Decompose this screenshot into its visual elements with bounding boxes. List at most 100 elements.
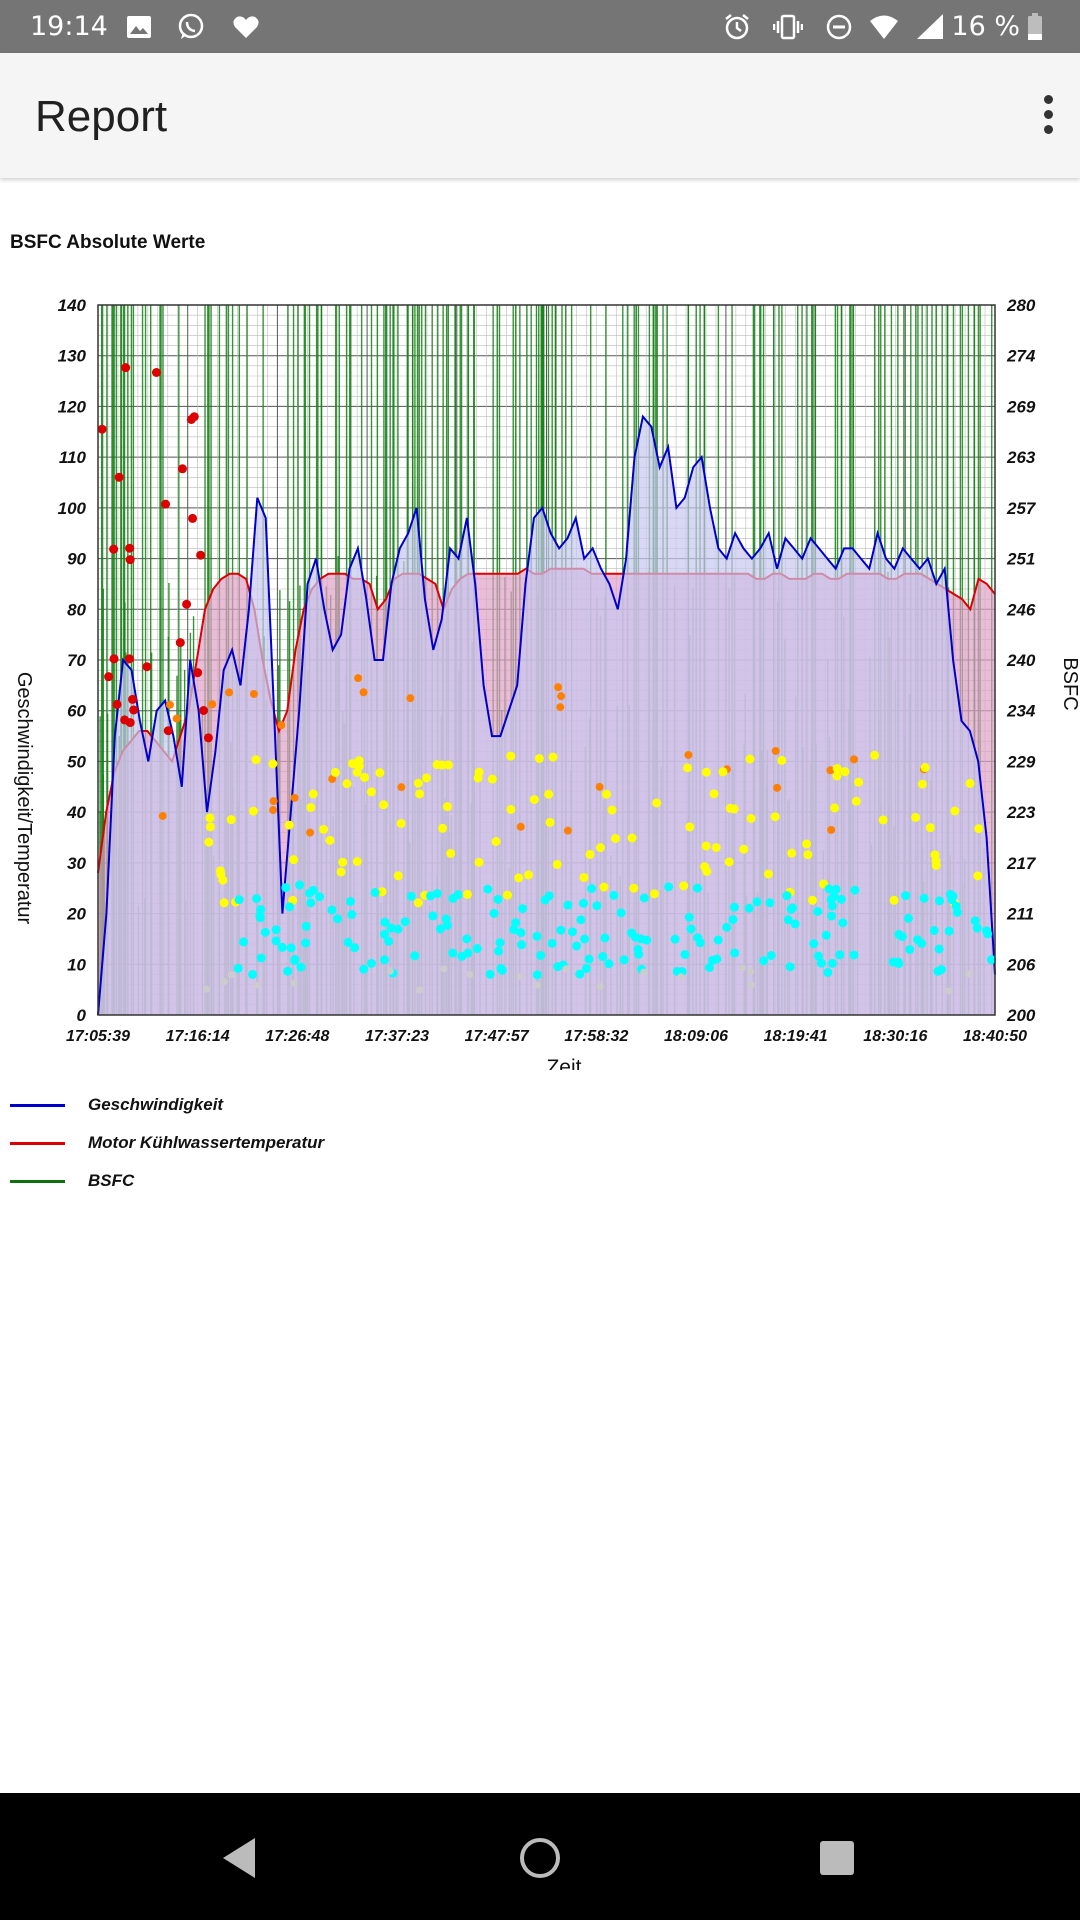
scatter-point xyxy=(233,963,243,973)
y-tick-label: 130 xyxy=(58,347,87,366)
scatter-point xyxy=(600,933,610,943)
y2-tick-label: 223 xyxy=(1006,803,1036,822)
scatter-point xyxy=(592,901,602,911)
y2-tick-label: 263 xyxy=(1006,448,1036,467)
scatter-point xyxy=(826,766,835,775)
scatter-point xyxy=(227,971,235,979)
scatter-point xyxy=(905,944,915,954)
scatter-point xyxy=(315,892,325,902)
scatter-point xyxy=(602,789,612,799)
scatter-point xyxy=(685,822,695,832)
scatter-point xyxy=(870,750,880,760)
scatter-point xyxy=(947,895,957,905)
scatter-point xyxy=(359,964,369,974)
scatter-point xyxy=(165,700,174,709)
home-icon[interactable] xyxy=(505,1823,575,1893)
scatter-point xyxy=(352,767,362,777)
y2-axis-label: BSFC xyxy=(1059,657,1080,710)
scatter-point xyxy=(205,813,215,823)
x-tick-label: 17:05:39 xyxy=(66,1028,130,1045)
more-vert-icon[interactable] xyxy=(1036,91,1060,143)
chart-title: BSFC Absolute Werte xyxy=(10,232,206,253)
scatter-point xyxy=(397,783,406,792)
scatter-point xyxy=(248,969,258,979)
scatter-point xyxy=(973,871,983,881)
scatter-point xyxy=(599,882,609,892)
scatter-point xyxy=(982,926,992,936)
scatter-point xyxy=(579,872,589,882)
do-not-disturb-icon xyxy=(826,14,852,40)
scatter-point xyxy=(319,824,329,834)
scatter-point xyxy=(220,978,228,986)
scatter-point xyxy=(494,946,504,956)
scatter-point xyxy=(587,884,597,894)
scatter-point xyxy=(128,694,138,704)
scatter-point xyxy=(208,700,217,709)
scatter-point xyxy=(104,672,114,682)
scatter-point xyxy=(832,771,842,781)
scatter-point xyxy=(832,763,842,773)
scatter-point xyxy=(360,772,370,782)
scatter-point xyxy=(406,694,415,703)
scatter-point xyxy=(529,795,539,805)
scatter-point xyxy=(248,806,258,816)
scatter-point xyxy=(290,793,299,802)
scatter-point xyxy=(766,950,776,960)
scatter-point xyxy=(840,767,850,777)
y-tick-label: 10 xyxy=(67,955,86,974)
back-icon[interactable] xyxy=(205,1823,275,1893)
vibrate-icon xyxy=(773,14,803,40)
scatter-point xyxy=(175,638,185,648)
y-tick-label: 110 xyxy=(59,448,87,467)
scatter-point xyxy=(649,889,659,899)
scatter-point xyxy=(987,955,997,965)
scatter-point xyxy=(934,944,944,954)
scatter-point xyxy=(120,715,130,725)
scatter-point xyxy=(443,760,453,770)
scatter-point xyxy=(534,753,544,763)
scatter-point xyxy=(306,828,315,837)
legend-label-bsfc: BSFC xyxy=(88,1171,135,1190)
scatter-point xyxy=(931,856,941,866)
y2-tick-label: 200 xyxy=(1006,1006,1036,1025)
scatter-point xyxy=(556,703,565,712)
scatter-point xyxy=(379,955,389,965)
scatter-point xyxy=(627,833,637,843)
scatter-point xyxy=(925,823,935,833)
scatter-point xyxy=(746,813,756,823)
scatter-point xyxy=(679,881,689,891)
scatter-point xyxy=(713,935,723,945)
scatter-point xyxy=(777,755,787,765)
scatter-point xyxy=(548,752,558,762)
scatter-point xyxy=(524,870,534,880)
scatter-point xyxy=(121,363,131,373)
scatter-point xyxy=(442,802,452,812)
y2-tick-label: 211 xyxy=(1006,905,1034,924)
scatter-point xyxy=(680,949,690,959)
signal-icon xyxy=(917,14,943,39)
battery-icon xyxy=(1028,13,1042,40)
scatter-point xyxy=(511,918,521,928)
scatter-point xyxy=(576,915,586,925)
scatter-point xyxy=(627,928,637,938)
scatter-point xyxy=(517,940,527,950)
scatter-point xyxy=(563,826,572,835)
y2-tick-label: 217 xyxy=(1006,854,1037,873)
scatter-point xyxy=(205,822,215,832)
scatter-point xyxy=(782,891,792,901)
scatter-point xyxy=(260,927,270,937)
scatter-point xyxy=(838,918,848,928)
y-tick-label: 50 xyxy=(67,752,86,771)
y2-tick-label: 206 xyxy=(1006,955,1036,974)
heart-icon xyxy=(233,16,259,38)
scatter-point xyxy=(835,950,845,960)
recents-icon[interactable] xyxy=(802,1823,872,1893)
image-icon xyxy=(127,16,151,38)
scatter-point xyxy=(347,910,357,920)
scatter-point xyxy=(532,970,542,980)
scatter-point xyxy=(827,958,837,968)
scatter-point xyxy=(124,654,134,664)
scatter-point xyxy=(336,867,346,877)
whatsapp-icon xyxy=(178,13,204,39)
scatter-point xyxy=(532,931,542,941)
